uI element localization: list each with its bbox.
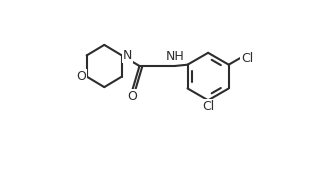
Text: Cl: Cl bbox=[202, 100, 214, 113]
Text: N: N bbox=[123, 49, 132, 62]
Text: O: O bbox=[127, 90, 137, 103]
Text: Cl: Cl bbox=[242, 52, 254, 65]
Text: NH: NH bbox=[165, 50, 184, 63]
Text: O: O bbox=[76, 70, 86, 83]
